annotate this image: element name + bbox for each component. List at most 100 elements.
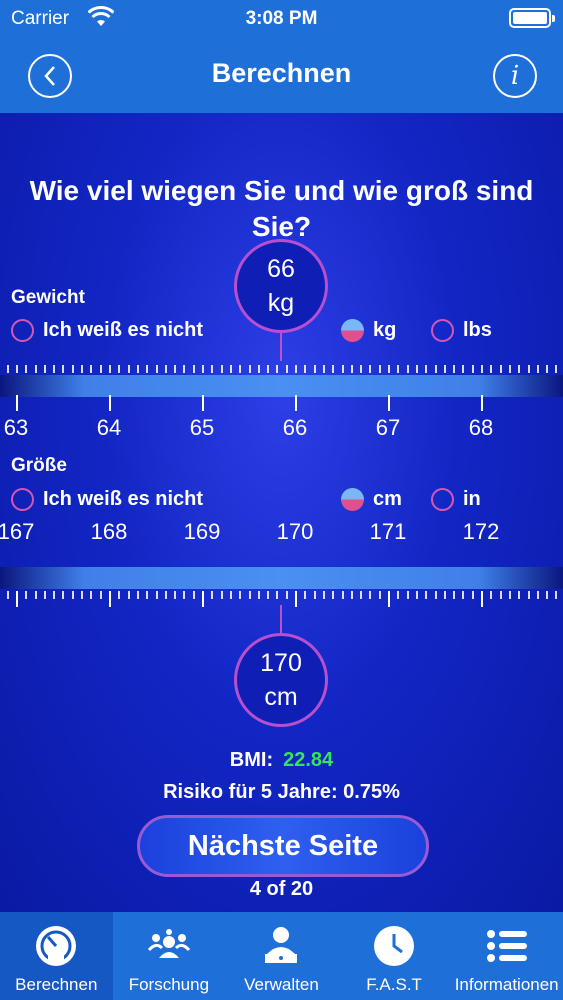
- ruler-minor-tick: [555, 365, 557, 373]
- height-unknown-radio[interactable]: Ich weiß es nicht: [11, 488, 203, 511]
- next-page-button[interactable]: Nächste Seite: [137, 815, 429, 877]
- ruler-minor-tick: [304, 365, 306, 373]
- ruler-tick-label: 6: [559, 415, 563, 441]
- ruler-minor-tick: [528, 365, 530, 373]
- ruler-minor-tick: [304, 591, 306, 599]
- radio-circle-icon: [11, 488, 34, 511]
- ruler-minor-tick: [462, 591, 464, 599]
- ruler-minor-tick: [156, 591, 158, 599]
- page-title: Berechnen: [211, 58, 352, 88]
- radio-circle-icon: [431, 319, 454, 342]
- ruler-minor-tick: [518, 591, 520, 599]
- ruler-minor-tick: [323, 365, 325, 373]
- weight-label: Gewicht: [11, 287, 85, 308]
- ruler-minor-tick: [546, 365, 548, 373]
- height-in-label: in: [463, 488, 481, 510]
- ruler-minor-tick: [249, 365, 251, 373]
- ruler-minor-tick: [472, 365, 474, 373]
- ruler-minor-tick: [379, 591, 381, 599]
- ruler-minor-tick: [388, 365, 390, 373]
- battery-icon: [509, 8, 555, 28]
- ruler-minor-tick: [490, 591, 492, 599]
- ruler-major-tick: [481, 591, 483, 607]
- height-in-radio[interactable]: in: [431, 488, 481, 511]
- status-bar: Carrier 3:08 PM: [0, 0, 563, 38]
- height-value-bubble: 170 cm: [234, 633, 328, 727]
- tab-fast[interactable]: F.A.S.T: [338, 912, 451, 1000]
- ruler-minor-tick: [146, 365, 148, 373]
- ruler-minor-tick: [379, 365, 381, 373]
- ruler-minor-tick: [444, 591, 446, 599]
- ruler-major-tick: [202, 395, 204, 411]
- weight-unknown-radio[interactable]: Ich weiß es nicht: [11, 319, 203, 342]
- ruler-minor-tick: [397, 365, 399, 373]
- ruler-minor-tick: [128, 591, 130, 599]
- ruler-minor-tick: [435, 591, 437, 599]
- ruler-minor-tick: [453, 591, 455, 599]
- ruler-minor-tick: [193, 591, 195, 599]
- ruler-minor-tick: [230, 591, 232, 599]
- back-button[interactable]: [28, 54, 72, 98]
- ruler-minor-tick: [53, 591, 55, 599]
- ruler-minor-tick: [351, 365, 353, 373]
- ruler-minor-tick: [165, 365, 167, 373]
- ruler-minor-tick: [7, 365, 9, 373]
- ruler-minor-tick: [425, 591, 427, 599]
- ruler-minor-tick: [444, 365, 446, 373]
- height-ruler[interactable]: 167 168 169 170 171 172 1: [0, 515, 563, 611]
- radio-selected-icon: [341, 319, 364, 342]
- ruler-minor-tick: [62, 591, 64, 599]
- height-label: Größe: [11, 455, 67, 476]
- ruler-minor-tick: [342, 365, 344, 373]
- weight-lbs-radio[interactable]: lbs: [431, 319, 492, 342]
- ruler-minor-tick: [165, 591, 167, 599]
- person-laptop-icon: [259, 924, 303, 968]
- main-content: Wie viel wiegen Sie und wie groß sind Si…: [0, 113, 563, 912]
- nav-bar: Berechnen i: [0, 38, 563, 113]
- ruler-minor-tick: [537, 591, 539, 599]
- ruler-tick-label: 1: [559, 519, 563, 545]
- weight-kg-radio[interactable]: kg: [341, 319, 396, 342]
- ruler-minor-tick: [351, 591, 353, 599]
- ruler-minor-tick: [407, 591, 409, 599]
- height-cm-radio[interactable]: cm: [341, 488, 402, 511]
- ruler-minor-tick: [481, 365, 483, 373]
- ruler-minor-tick: [397, 591, 399, 599]
- ruler-major-tick: [388, 395, 390, 411]
- ruler-minor-tick: [239, 365, 241, 373]
- radio-selected-icon: [341, 488, 364, 511]
- tab-label: Forschung: [128, 975, 210, 994]
- group-icon: [147, 924, 191, 968]
- height-unit-options: Ich weiß es nicht cm in: [0, 488, 563, 518]
- tab-berechnen[interactable]: Berechnen: [0, 912, 113, 1000]
- info-button[interactable]: i: [493, 54, 537, 98]
- status-time: 3:08 PM: [245, 8, 318, 29]
- tab-forschung[interactable]: Forschung: [113, 912, 226, 1000]
- ruler-minor-tick: [314, 365, 316, 373]
- ruler-minor-tick: [360, 365, 362, 373]
- wifi-icon: [87, 5, 115, 34]
- ruler-minor-tick: [7, 591, 9, 599]
- ruler-minor-tick: [211, 591, 213, 599]
- carrier-label: Carrier: [11, 8, 70, 29]
- ruler-minor-tick: [137, 365, 139, 373]
- question-heading: Wie viel wiegen Sie und wie groß sind Si…: [29, 175, 534, 242]
- tab-informationen[interactable]: Informationen: [450, 912, 563, 1000]
- weight-ruler[interactable]: 63 64 65 66 67 68 6: [0, 361, 563, 445]
- ruler-minor-tick: [416, 365, 418, 373]
- ruler-major-tick: [388, 591, 390, 607]
- tab-verwalten[interactable]: Verwalten: [225, 912, 338, 1000]
- ruler-minor-tick: [546, 591, 548, 599]
- ruler-minor-tick: [472, 591, 474, 599]
- ruler-minor-tick: [90, 365, 92, 373]
- ruler-tick-label: 67: [375, 415, 401, 440]
- height-cm-label: cm: [373, 488, 402, 510]
- ruler-minor-tick: [500, 591, 502, 599]
- ruler-minor-tick: [286, 365, 288, 373]
- ruler-minor-tick: [462, 365, 464, 373]
- height-value: 170: [260, 649, 302, 677]
- ruler-minor-tick: [509, 365, 511, 373]
- ruler-minor-tick: [193, 365, 195, 373]
- ruler-minor-tick: [425, 365, 427, 373]
- ruler-minor-tick: [518, 365, 520, 373]
